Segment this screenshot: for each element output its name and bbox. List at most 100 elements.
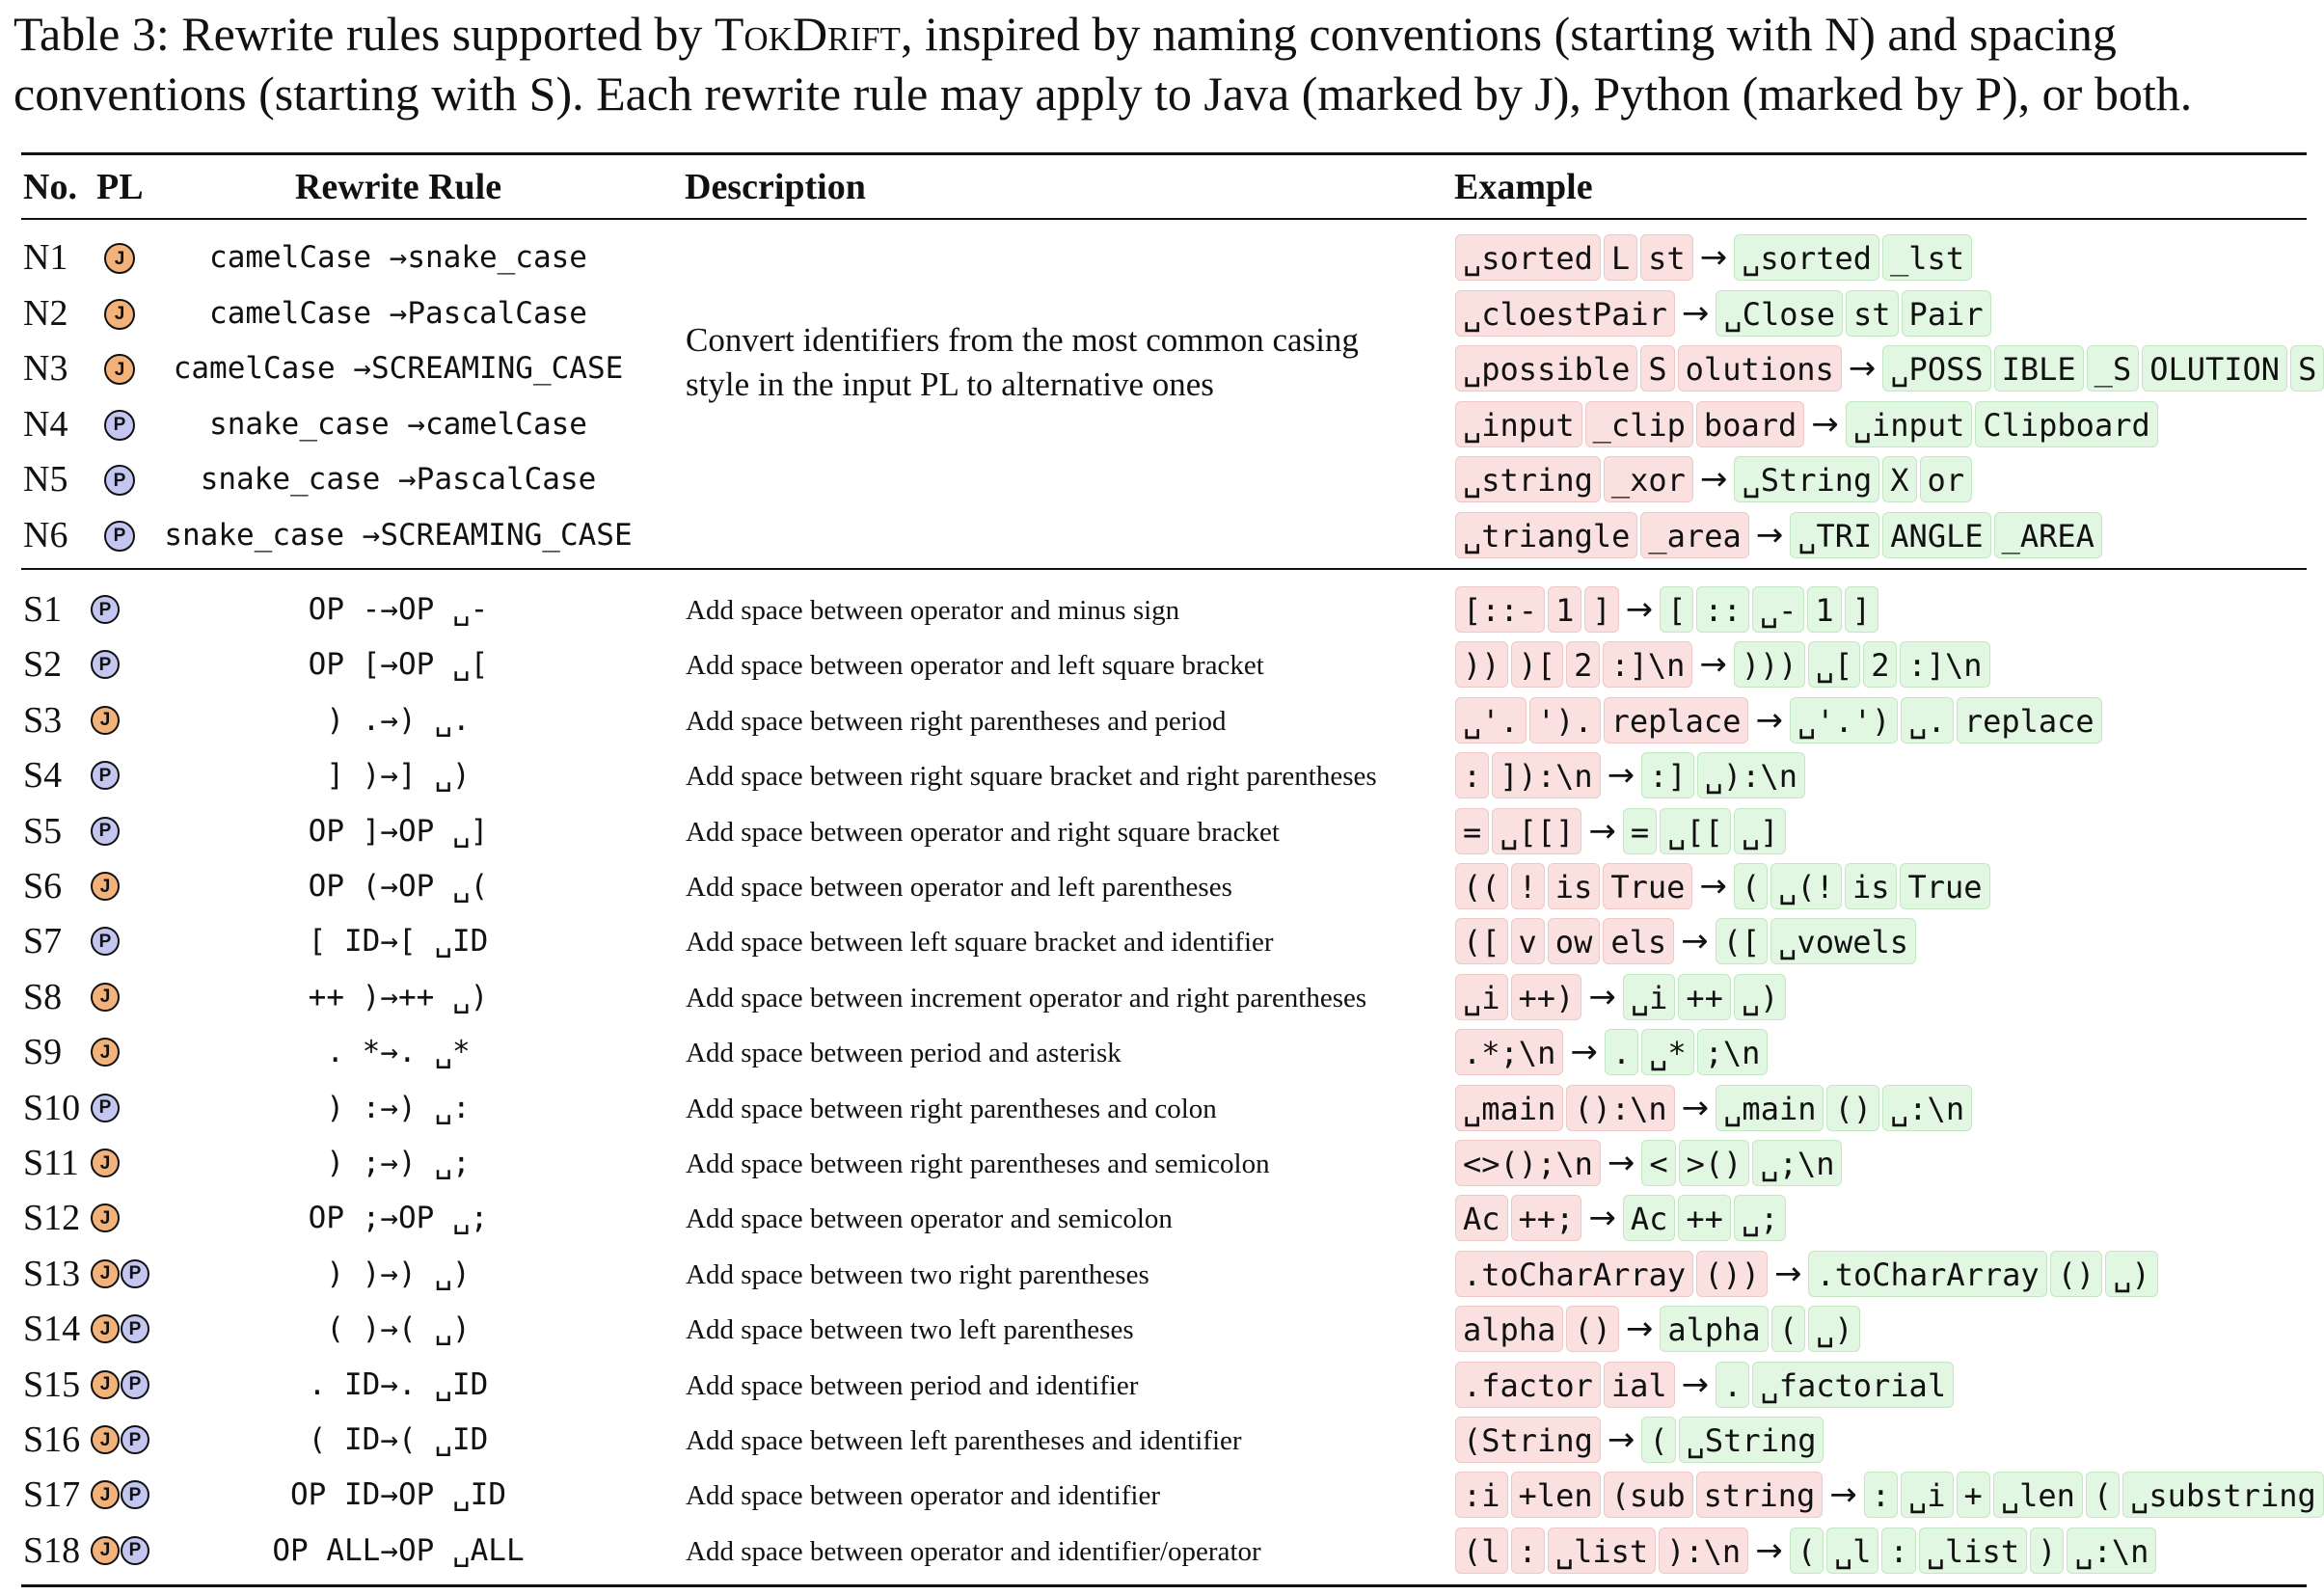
rule-number: S3	[23, 699, 63, 741]
header-example: Example	[1454, 167, 1593, 207]
original-token: [::-	[1455, 586, 1546, 633]
original-token: ):\n	[1659, 1527, 1749, 1574]
original-token: <>();\n	[1455, 1140, 1601, 1186]
rewritten-token: _S	[2086, 345, 2140, 392]
rewritten-token: ␣len	[1992, 1472, 2083, 1519]
rewritten-token: .	[1716, 1361, 1750, 1408]
table-row: S16 J P ( ID→( ␣ID Add space between left pa…	[0, 1412, 2324, 1467]
pl-badges: P	[91, 1093, 120, 1122]
rewrite-rule: ) .→) ␣.	[326, 702, 471, 738]
rule-number: S2	[23, 644, 63, 686]
header-pl: PL	[96, 167, 144, 207]
rewritten-token: ␣i	[1622, 973, 1676, 1020]
table-row: S3 J ) .→) ␣. Add space between right paren…	[0, 692, 2324, 747]
table-row: S5 P OP ]→OP ␣] Add space between operator …	[0, 803, 2324, 858]
rule-description: Add space between operator and left squa…	[686, 650, 1264, 682]
original-token: +len	[1510, 1472, 1601, 1519]
pl-badges: J	[104, 243, 135, 274]
table-row: S12 J OP ;→OP ␣; Add space between operator…	[0, 1190, 2324, 1245]
table-mid-rule	[21, 568, 2307, 570]
rule-number: S6	[23, 866, 63, 906]
java-badge: J	[104, 298, 135, 330]
original-token: 2	[1566, 641, 1601, 689]
example: ␣i ++) → ␣i ++ ␣)	[1455, 973, 1787, 1020]
arrow-icon: →	[1811, 404, 1839, 444]
java-badge: J	[104, 354, 135, 385]
rule-number: N6	[23, 514, 68, 555]
python-badge: P	[91, 761, 120, 791]
rewritten-token: ␣:\n	[1882, 1084, 1973, 1131]
table-row: S7 P [ ID→[ ␣ID Add space between left squa…	[0, 913, 2324, 968]
rule-number: S8	[23, 976, 63, 1017]
rewritten-token: _AREA	[1993, 511, 2102, 558]
table-row: S10 P) :→) ␣: Add space between right pare…	[0, 1080, 2324, 1135]
pl-badges: P	[91, 816, 120, 846]
rule-number: S1	[23, 589, 63, 630]
table-caption: Table 3: Rewrite rules supported by TokD…	[14, 4, 2309, 123]
original-token: :]\n	[1603, 641, 1693, 689]
rule-description: Add space between operator and identifie…	[686, 1535, 1261, 1567]
rule-description: Add space between right parentheses and …	[686, 705, 1227, 737]
rule-number: N4	[23, 403, 68, 445]
rule-number: S16	[23, 1419, 81, 1460]
arrow-icon: →	[1773, 1254, 1802, 1293]
rewritten-token: ␣)	[2105, 1250, 2158, 1297]
naming-rules-description: Convert identifiers from the most common…	[686, 321, 1359, 403]
rewritten-token: ␣l	[1825, 1527, 1879, 1574]
original-token: ial	[1603, 1361, 1675, 1408]
rule-description: Add space between left parentheses and i…	[686, 1425, 1242, 1456]
original-token: els	[1603, 918, 1675, 965]
arrow-icon: →	[1588, 1199, 1616, 1238]
python-badge: P	[91, 1093, 120, 1122]
rewritten-token: (	[1770, 1306, 1805, 1353]
rule-number: S11	[23, 1143, 79, 1183]
table-row: S11 J) ;→) ␣; Add space between right pare…	[0, 1135, 2324, 1190]
python-badge: P	[121, 1369, 149, 1399]
arrow-icon: →	[1588, 811, 1616, 851]
python-badge: P	[121, 1535, 149, 1565]
example: <>();\n → < >() ␣;\n	[1455, 1140, 1843, 1186]
rewrite-rule: camelCase →SCREAMING_CASE	[173, 351, 624, 386]
example: .factor ial →. ␣factorial	[1455, 1361, 1955, 1408]
table-row: S2 P OP [→OP ␣[Add space between operator …	[0, 636, 2324, 691]
original-token: ␣cloestPair	[1455, 289, 1675, 337]
pl-badges: J	[91, 705, 120, 735]
rule-number: N1	[23, 237, 68, 278]
rewritten-token: ␣i	[1901, 1472, 1954, 1519]
rewritten-token: ␣]	[1733, 807, 1787, 854]
example: ␣input _clip board → ␣input Clipboard	[1455, 400, 2158, 447]
original-token: 1	[1548, 586, 1582, 633]
rewritten-token: (	[2085, 1472, 2121, 1519]
table-row: S8 J ++ )→++ ␣) Add space between increment…	[0, 969, 2324, 1024]
rule-description: Add space between operator and right squ…	[686, 816, 1280, 848]
rewrite-rule: ] )→] ␣)	[326, 758, 471, 794]
rewritten-token: or	[1919, 456, 1973, 502]
rewritten-token: >()	[1678, 1140, 1750, 1186]
rewritten-token: ␣)	[1733, 973, 1787, 1020]
arrow-icon: →	[1699, 645, 1727, 685]
original-token: ␣input	[1455, 400, 1582, 447]
rewritten-token: ;\n	[1696, 1029, 1769, 1076]
rewritten-token: )))	[1733, 641, 1805, 689]
rule-number: S10	[23, 1087, 81, 1128]
java-badge: J	[91, 1480, 120, 1510]
example: (String →(␣String	[1455, 1417, 1824, 1463]
rewritten-token: <	[1641, 1140, 1676, 1186]
rewrite-rule: snake_case →camelCase	[209, 406, 587, 442]
rewritten-token: ␣.	[1901, 696, 1954, 743]
original-token: :	[1455, 752, 1490, 799]
rule-number: S17	[23, 1474, 81, 1516]
rewrite-rule: snake_case →SCREAMING_CASE	[164, 517, 633, 553]
python-badge: P	[91, 595, 120, 624]
original-token: .toCharArray	[1455, 1250, 1694, 1297]
rewritten-token: ␣[	[1807, 641, 1861, 689]
table-row: S1 P OP -→OP ␣- Add space between operator …	[0, 581, 2324, 636]
rule-number: N5	[23, 459, 68, 500]
java-badge: J	[91, 872, 120, 901]
rule-description: Add space between operator and minus sig…	[686, 595, 1180, 626]
original-token: ␣i	[1455, 973, 1508, 1020]
